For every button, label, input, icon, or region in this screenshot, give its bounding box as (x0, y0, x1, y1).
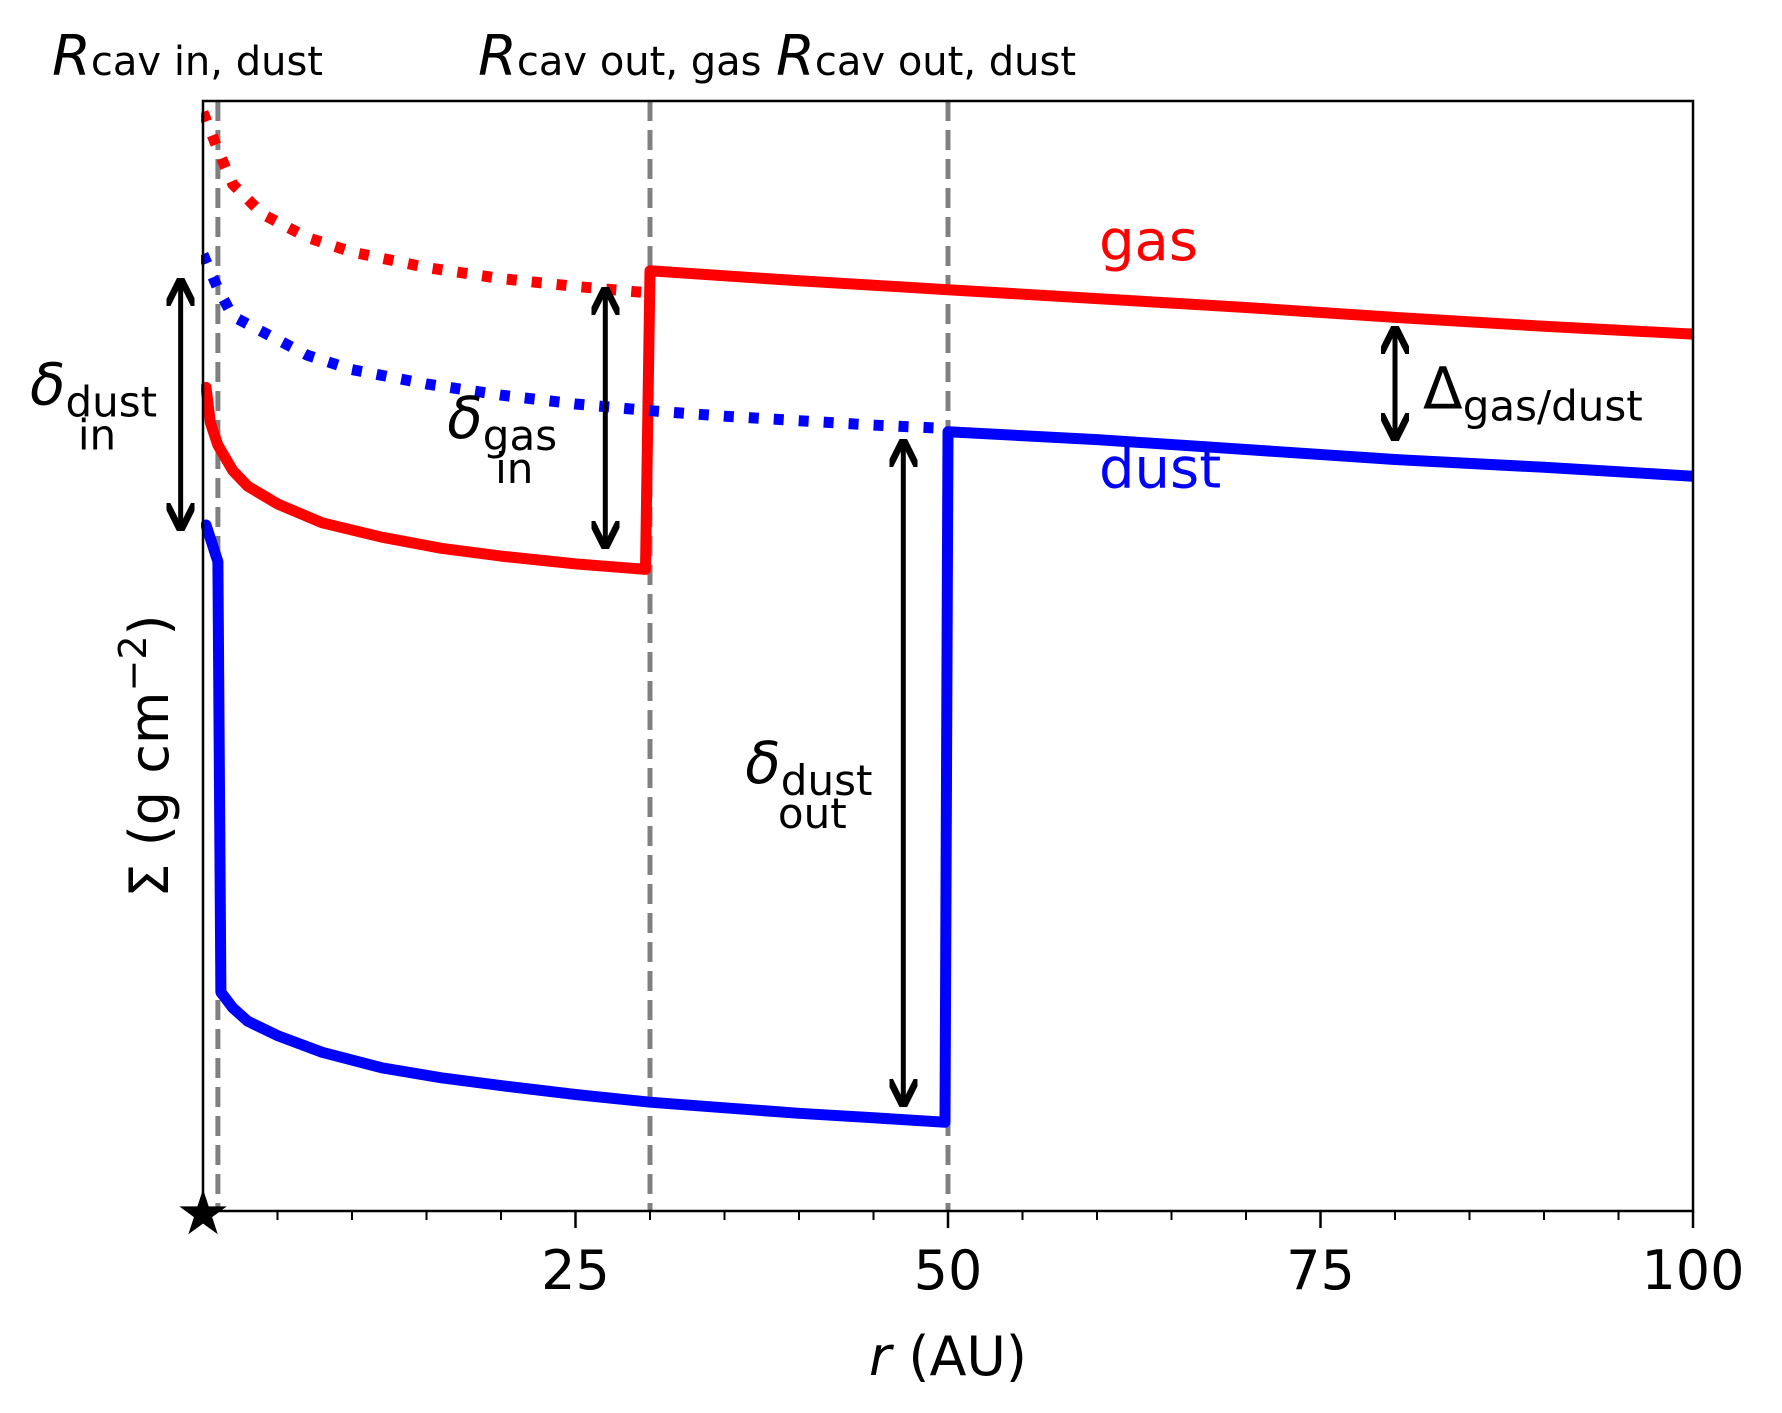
annotation-subscript: dust (781, 756, 873, 805)
annotation-label: δdust (745, 729, 872, 805)
y-axis-label-symbol: Σ (118, 863, 181, 897)
series-label-dust: dust (1099, 436, 1221, 501)
cavity-label-base: R (52, 24, 91, 89)
cavity-label-subscript: cav out, dust (815, 39, 1076, 85)
cavity-label-0: Rcav in, dust (52, 24, 323, 89)
x-axis-label: r (AU) (869, 1325, 1027, 1388)
x-tick-label: 75 (1286, 1239, 1355, 1302)
annotation-under: in (495, 444, 533, 493)
annotation-under: in (78, 411, 116, 460)
annotation-symbol: Δ (1423, 354, 1463, 422)
star-icon: ★ (175, 1176, 231, 1249)
x-axis: 25 50 75 100 (276, 1211, 1745, 1302)
annotation-subscript: gas/dust (1463, 381, 1643, 430)
x-axis-label-var: r (869, 1325, 894, 1388)
annotation-label: Δgas/dust (1423, 354, 1643, 430)
x-axis-label-unit: (AU) (891, 1325, 1027, 1388)
annotation-3: Δgas/dust (1395, 331, 1643, 435)
annotation-label: δgas (447, 384, 557, 460)
y-axis-label-unit: (g cm (118, 692, 181, 864)
y-axis-label: Σ (g cm−2) (111, 614, 181, 897)
annotation-label: δdust (30, 351, 157, 427)
annotation-symbol: δ (745, 729, 781, 797)
cavity-label-subscript: cav out, gas (517, 39, 762, 85)
gas-profile-line (201, 265, 1693, 575)
gas-unperturbed-line (201, 110, 651, 299)
y-axis-label-close: ) (118, 614, 181, 635)
plot-area (201, 101, 1693, 1211)
cavity-label-1: Rcav out, gas (478, 24, 762, 89)
x-tick-label: 100 (1641, 1239, 1744, 1302)
annotation-under: out (778, 789, 847, 838)
annotation-symbol: δ (30, 351, 66, 419)
series-label-gas: gas (1099, 209, 1198, 274)
annotation-subscript: gas (483, 411, 557, 460)
x-tick-label: 25 (541, 1239, 610, 1302)
cavity-label-2: Rcav out, dust (776, 24, 1076, 89)
y-axis-label-exponent: −2 (111, 635, 155, 691)
series-gas (201, 110, 1693, 575)
cavity-label-subscript: cav in, dust (91, 39, 323, 85)
cavity-label-base: R (478, 24, 517, 89)
series-dust (201, 252, 1693, 1128)
dust-profile-line (201, 426, 1693, 1128)
cavity-label-base: R (776, 24, 815, 89)
x-tick-label: 50 (914, 1239, 983, 1302)
annotation-subscript: dust (66, 378, 158, 427)
annotation-symbol: δ (447, 384, 483, 452)
